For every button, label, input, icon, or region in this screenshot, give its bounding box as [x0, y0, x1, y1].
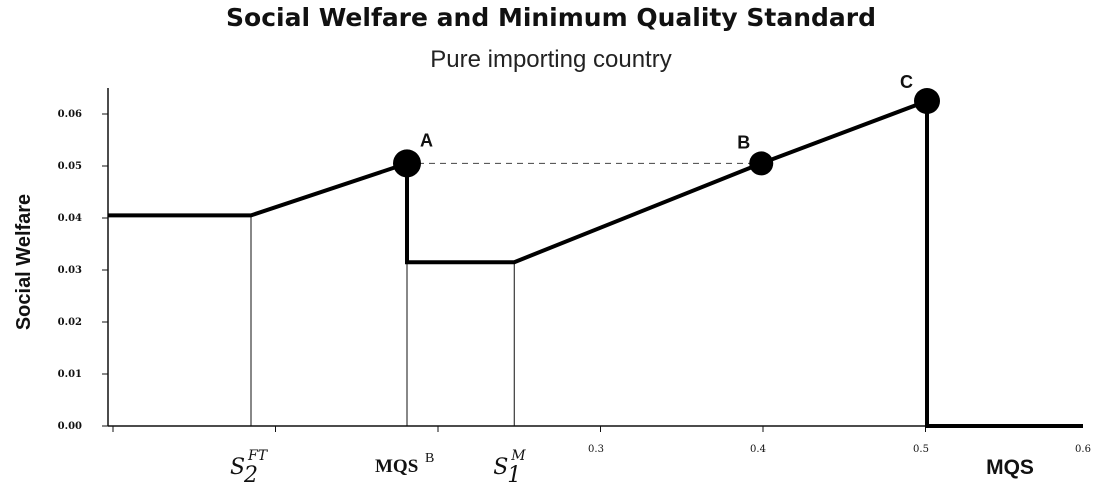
x-tick-label: 0.4	[750, 444, 766, 455]
chart-title: Social Welfare and Minimum Quality Stand…	[226, 3, 876, 32]
x-tick-label: 0.6	[1075, 444, 1091, 455]
annotated-points: A B C	[393, 72, 940, 178]
welfare-line-segment-3	[925, 101, 1083, 428]
y-tick-label: 0.02	[58, 317, 82, 328]
point-b	[749, 151, 774, 176]
series-lines	[108, 99, 1083, 428]
y-axis-label: Social Welfare	[13, 194, 35, 330]
point-label-c: C	[900, 72, 913, 92]
x-axis-label: MQS	[986, 456, 1034, 479]
x-tick-label: 0.3	[588, 444, 604, 455]
x-tick-label: 0.5	[913, 444, 929, 455]
marker-label: MQS	[375, 456, 418, 477]
y-tick-label: 0.06	[58, 109, 82, 120]
marker-label: S	[230, 455, 245, 480]
point-a	[393, 149, 421, 178]
y-tick-label: 0.01	[58, 369, 82, 380]
axes	[107, 88, 1083, 427]
y-tick-label: 0.03	[58, 265, 82, 276]
y-tick-label: 0.05	[58, 161, 82, 172]
marker-label: S	[493, 455, 508, 480]
x-ticks: 0.3 0.4 0.5 0.6	[112, 426, 1091, 455]
point-label-a: A	[420, 130, 433, 150]
point-label-b: B	[737, 132, 750, 152]
y-tick-label: 0.04	[58, 213, 82, 224]
marker-label-sub: 1	[507, 463, 521, 488]
marker-label-sup: M	[510, 448, 526, 464]
welfare-line-segment-1	[108, 161, 408, 218]
marker-label-sub: 2	[243, 463, 258, 488]
marker-label-sup: B	[425, 451, 434, 466]
y-tick-label: 0.00	[58, 421, 82, 432]
marker-label-sup: FT	[247, 448, 269, 464]
point-c	[914, 88, 940, 114]
welfare-line-segment-2	[405, 99, 928, 265]
y-ticks: 0.00 0.01 0.02 0.03 0.04 0.05 0.06	[58, 109, 108, 432]
chart-subtitle: Pure importing country	[430, 46, 671, 73]
